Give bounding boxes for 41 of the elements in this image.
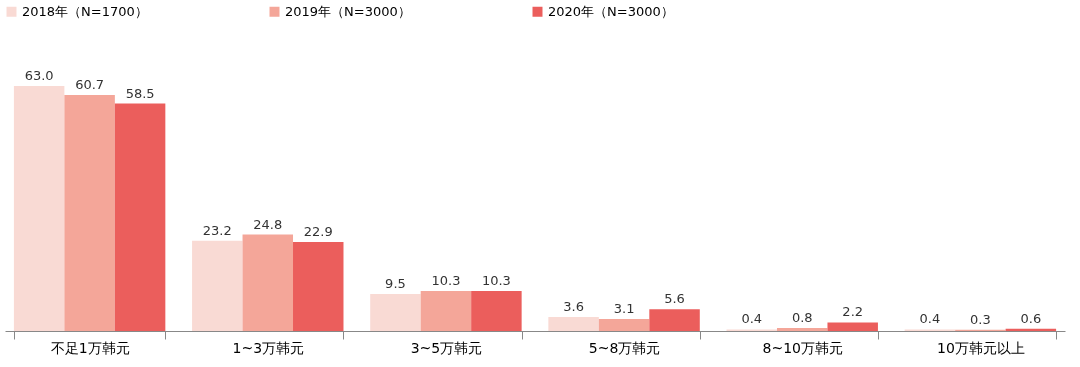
- x-tick-label: 3~5万韩元: [410, 339, 483, 356]
- data-label: 0.4: [919, 311, 941, 327]
- data-label: 23.2: [202, 222, 232, 238]
- data-label: 60.7: [75, 76, 105, 92]
- bar: [13, 86, 65, 331]
- bar: [192, 240, 243, 331]
- bar: [114, 103, 166, 331]
- data-label: 58.5: [125, 85, 155, 101]
- bar: [471, 290, 522, 331]
- data-label: 0.8: [791, 309, 813, 325]
- data-label: 0.4: [741, 311, 763, 327]
- x-tick-label: 不足1万韩元: [50, 339, 130, 356]
- bar: [370, 294, 421, 331]
- legend-label: 2019年（N=3000）: [285, 3, 411, 19]
- data-label: 0.6: [1020, 310, 1042, 326]
- data-label: 5.6: [664, 291, 685, 307]
- data-label: 24.8: [253, 216, 283, 232]
- x-tick-label: 8~10万韩元: [762, 339, 843, 356]
- data-label: 63.0: [24, 68, 54, 83]
- bar: [420, 290, 472, 331]
- data-label: 9.5: [385, 276, 406, 292]
- legend-label: 2018年（N=1700）: [22, 3, 148, 19]
- x-tick-label: 5~8万韩元: [588, 339, 661, 356]
- bar: [776, 327, 828, 331]
- bar: [598, 318, 650, 331]
- bar: [548, 317, 599, 331]
- bar: [64, 94, 115, 331]
- data-label: 3.6: [563, 299, 584, 314]
- data-label: 22.9: [303, 223, 333, 239]
- legend-label: 2020年（N=3000）: [548, 3, 674, 19]
- data-label: 10.3: [431, 272, 461, 288]
- bar: [649, 309, 700, 331]
- bar: [242, 234, 294, 331]
- data-label: 0.3: [970, 311, 991, 327]
- x-tick-label: 10万韩元以上: [936, 339, 1025, 356]
- x-tick-label: 1~3万韩元: [232, 339, 305, 356]
- data-label: 2.2: [842, 304, 864, 320]
- bar: [293, 241, 344, 331]
- data-label: 10.3: [481, 272, 511, 288]
- data-label: 3.1: [613, 300, 635, 316]
- bar: [827, 322, 878, 331]
